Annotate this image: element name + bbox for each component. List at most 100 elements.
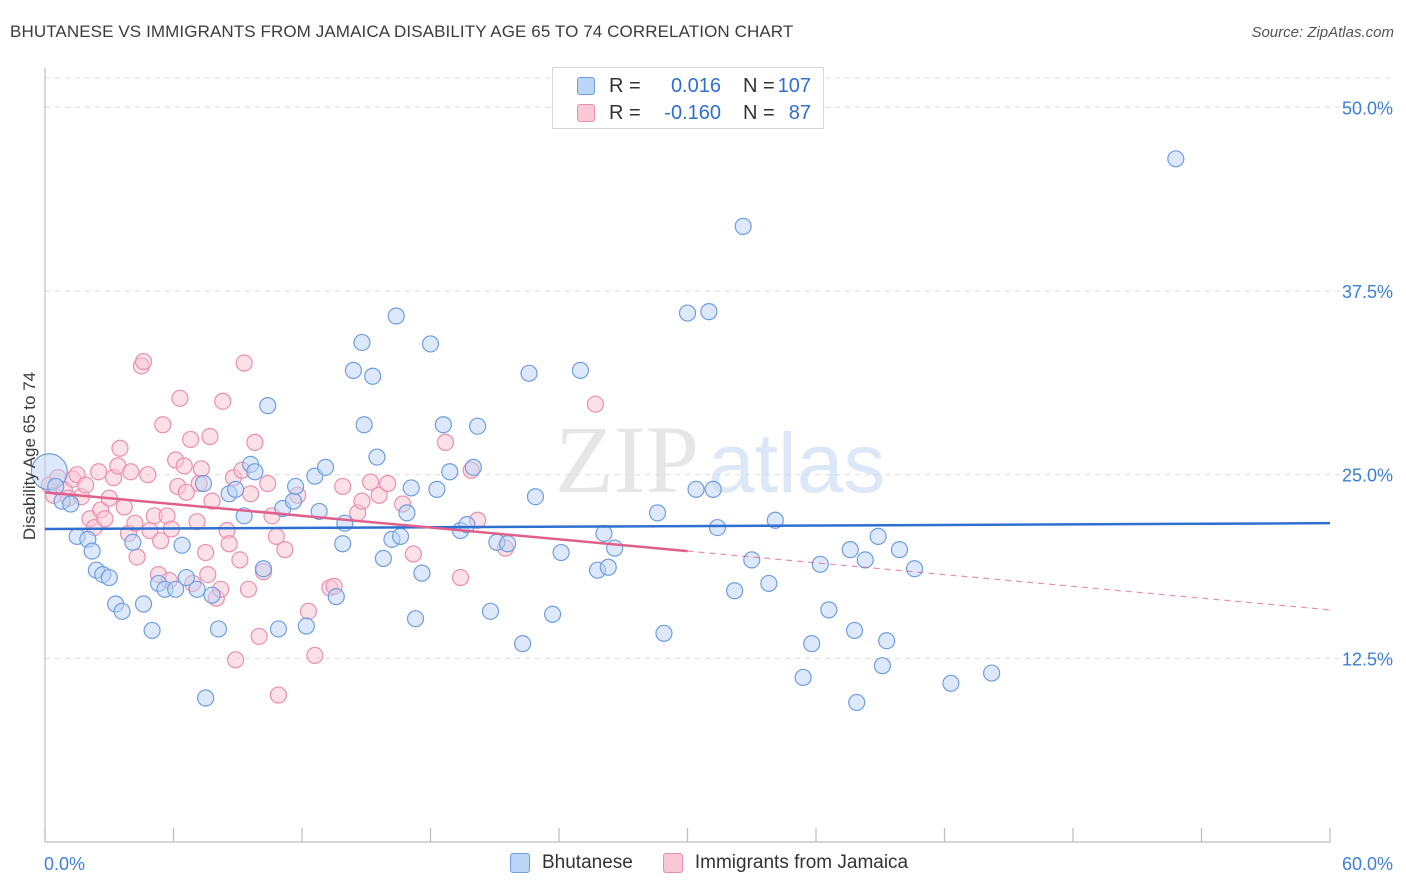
data-point-jamaica bbox=[171, 389, 189, 407]
data-point-bhutanese bbox=[678, 304, 697, 322]
data-point-bhutanese bbox=[269, 620, 288, 638]
data-point-jamaica bbox=[77, 476, 95, 494]
data-point-bhutanese bbox=[353, 333, 371, 352]
trend-line-jamaica bbox=[44, 491, 688, 553]
data-point-bhutanese bbox=[726, 582, 744, 600]
data-point-bhutanese bbox=[704, 480, 722, 498]
data-point-bhutanese bbox=[499, 535, 517, 553]
x-tick-label: 0.0% bbox=[44, 854, 85, 874]
data-point-bhutanese bbox=[83, 542, 101, 560]
data-point-bhutanese bbox=[194, 474, 213, 493]
data-point-bhutanese bbox=[700, 303, 718, 321]
legend-swatch-pink bbox=[577, 104, 595, 122]
data-point-bhutanese bbox=[259, 397, 277, 415]
data-point-bhutanese bbox=[481, 602, 500, 620]
data-point-bhutanese bbox=[413, 564, 431, 582]
data-point-jamaica bbox=[436, 433, 455, 451]
legend-r-value: 0.016 bbox=[670, 74, 721, 97]
series-legend: Bhutanese Immigrants from Jamaica bbox=[510, 852, 938, 874]
data-point-jamaica bbox=[214, 392, 232, 410]
data-point-bhutanese bbox=[124, 533, 142, 551]
data-point-jamaica bbox=[220, 535, 238, 553]
data-point-jamaica bbox=[115, 498, 133, 516]
data-point-jamaica bbox=[227, 651, 245, 669]
data-point-bhutanese bbox=[284, 492, 303, 510]
data-point-bhutanese bbox=[402, 479, 420, 497]
data-point-bhutanese bbox=[297, 617, 315, 635]
legend-r-value: -0.160 bbox=[664, 101, 721, 124]
data-point-bhutanese bbox=[856, 551, 874, 569]
data-point-jamaica bbox=[199, 565, 217, 584]
legend-n-label: N = bbox=[743, 101, 775, 124]
data-point-jamaica bbox=[203, 492, 221, 510]
data-point-jamaica bbox=[134, 352, 153, 371]
data-point-bhutanese bbox=[464, 458, 482, 476]
data-point-bhutanese bbox=[520, 364, 538, 382]
data-point-bhutanese bbox=[526, 488, 545, 506]
data-point-bhutanese bbox=[62, 495, 80, 513]
watermark-atlas: atlas bbox=[708, 416, 885, 510]
data-point-jamaica bbox=[259, 474, 277, 493]
data-point-bhutanese bbox=[134, 595, 153, 613]
data-point-bhutanese bbox=[203, 586, 221, 604]
data-point-bhutanese bbox=[552, 543, 570, 562]
data-point-bhutanese bbox=[441, 463, 459, 481]
data-point-bhutanese bbox=[374, 549, 392, 568]
data-point-bhutanese bbox=[398, 504, 416, 522]
data-point-bhutanese bbox=[246, 463, 264, 481]
legend-label-bhutanese: Bhutanese bbox=[542, 852, 633, 873]
source-label: Source: ZipAtlas.com bbox=[1251, 24, 1394, 41]
data-point-jamaica bbox=[299, 602, 318, 620]
data-point-bhutanese bbox=[173, 536, 191, 554]
data-point-jamaica bbox=[235, 354, 253, 372]
data-point-bhutanese bbox=[599, 558, 617, 576]
data-point-jamaica bbox=[201, 427, 219, 446]
data-point-jamaica bbox=[139, 466, 157, 484]
data-point-bhutanese bbox=[334, 535, 352, 553]
data-point-jamaica bbox=[242, 485, 260, 503]
data-point-bhutanese bbox=[513, 635, 532, 653]
legend-item-jamaica[interactable]: Immigrants from Jamaica bbox=[662, 852, 908, 874]
data-point-bhutanese bbox=[344, 361, 362, 379]
data-point-bhutanese bbox=[143, 621, 161, 640]
data-point-bhutanese bbox=[905, 560, 924, 578]
data-point-bhutanese bbox=[983, 664, 1001, 682]
legend-r-label: R = bbox=[609, 101, 641, 124]
data-point-bhutanese bbox=[310, 502, 328, 521]
data-point-bhutanese bbox=[648, 504, 667, 522]
data-point-bhutanese bbox=[286, 477, 305, 496]
legend-row-jamaica: R = -0.160 N = 87 bbox=[577, 101, 811, 125]
data-point-bhutanese bbox=[368, 448, 386, 466]
legend-item-bhutanese[interactable]: Bhutanese bbox=[510, 852, 633, 874]
legend-swatch-blue bbox=[577, 77, 595, 95]
data-point-bhutanese bbox=[227, 480, 245, 498]
data-point-bhutanese bbox=[606, 539, 624, 557]
data-point-bhutanese bbox=[406, 610, 425, 628]
watermark-zip: ZIP bbox=[555, 406, 699, 513]
data-point-bhutanese bbox=[869, 527, 887, 546]
axis-ticks: 12.5% 25.0% 37.5% 50.0% 0.0% 60.0% bbox=[44, 98, 1393, 874]
legend-swatch-jamaica bbox=[662, 853, 683, 873]
chart-title: BHUTANESE VS IMMIGRANTS FROM JAMAICA DIS… bbox=[10, 22, 794, 41]
data-point-jamaica bbox=[182, 430, 200, 449]
trend-line-bhutanese bbox=[44, 521, 1331, 531]
data-point-bhutanese bbox=[845, 621, 864, 640]
data-point-jamaica bbox=[177, 483, 195, 501]
data-point-bhutanese bbox=[873, 657, 891, 675]
data-point-jamaica bbox=[126, 514, 144, 532]
y-tick-label: 25.0% bbox=[1342, 466, 1393, 486]
data-point-bhutanese bbox=[1167, 150, 1185, 168]
data-point-bhutanese bbox=[543, 605, 562, 623]
data-point-jamaica bbox=[250, 627, 268, 645]
data-point-bhutanese bbox=[794, 668, 812, 687]
data-point-jamaica bbox=[128, 548, 146, 566]
data-point-jamaica bbox=[370, 486, 388, 504]
data-point-jamaica bbox=[306, 646, 324, 665]
data-point-jamaica bbox=[152, 532, 170, 550]
data-point-bhutanese bbox=[469, 417, 487, 435]
legend-row-bhutanese: R = 0.016 N = 107 bbox=[577, 74, 811, 98]
data-point-bhutanese bbox=[355, 416, 373, 434]
data-point-jamaica bbox=[404, 545, 422, 563]
data-point-bhutanese bbox=[254, 560, 273, 578]
data-point-jamaica bbox=[122, 463, 140, 481]
